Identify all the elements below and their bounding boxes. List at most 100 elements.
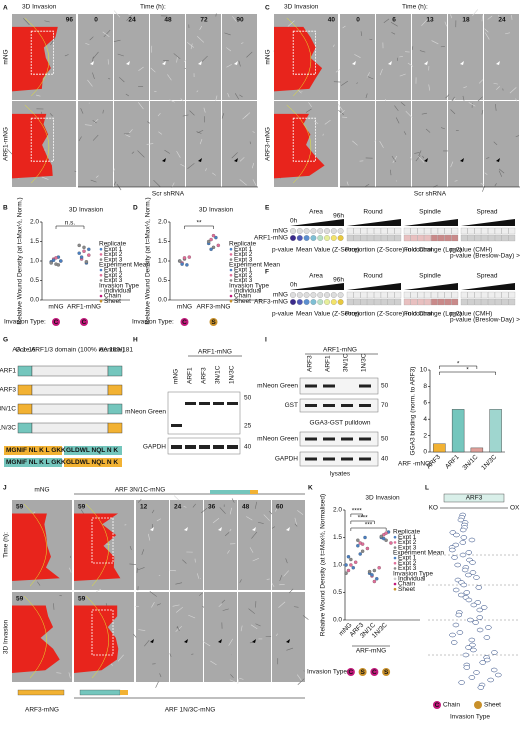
cell-texture xyxy=(199,25,203,30)
cell-texture xyxy=(41,176,49,180)
cell-texture xyxy=(415,155,421,162)
time-point: 48 xyxy=(164,17,172,24)
cell-texture xyxy=(254,501,257,509)
legend-swatch xyxy=(393,587,397,591)
domain-n xyxy=(17,384,33,396)
data-point xyxy=(375,577,379,581)
legend-swatch xyxy=(393,577,397,581)
time-point: 13 xyxy=(426,17,434,24)
cell xyxy=(476,615,484,620)
band xyxy=(305,384,317,388)
data-point xyxy=(59,259,63,263)
legend-swatch xyxy=(229,268,233,272)
cell xyxy=(463,665,471,670)
chart-title: 3D Invasion xyxy=(199,207,234,214)
heat-cell xyxy=(467,227,475,235)
heat-cell xyxy=(410,227,418,235)
chart-title: 3D Invasion xyxy=(69,207,104,214)
cell-texture xyxy=(365,184,370,187)
domain-core xyxy=(31,384,109,396)
heat-cell xyxy=(296,292,303,298)
heat-cell xyxy=(460,291,468,299)
cell-texture xyxy=(157,113,161,117)
invasion-marker xyxy=(52,318,60,326)
cell-texture xyxy=(159,673,162,678)
heat-cell xyxy=(437,291,445,299)
heat-cell xyxy=(303,292,310,298)
cell-texture xyxy=(340,110,345,115)
legend-entry: Expt 3 xyxy=(104,277,123,284)
cell xyxy=(495,672,502,678)
cell-texture xyxy=(379,141,384,148)
group-label: ARF 1N/3C-mNG xyxy=(165,707,216,714)
band-label: mNeon Green xyxy=(125,409,166,416)
wound-mask xyxy=(74,513,121,581)
heat-cell xyxy=(337,299,344,305)
cell-texture xyxy=(229,507,232,515)
legend-entry: Mean Value (Z-Score) xyxy=(296,247,359,254)
cell-texture xyxy=(392,155,398,163)
legend-swatch xyxy=(229,273,233,277)
cell-texture xyxy=(128,129,133,135)
micrograph xyxy=(186,14,221,100)
cell xyxy=(476,627,484,633)
legend-entry: Expt 1 xyxy=(234,246,253,253)
heat-cell xyxy=(437,234,445,242)
significance: * xyxy=(466,367,469,374)
y-tick-label: 0.5 xyxy=(333,589,342,596)
legend-entry: Expt 1 xyxy=(104,267,123,274)
cell xyxy=(457,517,465,523)
cell-texture xyxy=(354,54,361,58)
time-point: 6 xyxy=(392,17,396,24)
cell-texture xyxy=(484,172,488,175)
cell-texture xyxy=(255,623,261,627)
invasion-marker xyxy=(474,701,482,709)
legend-entry: Expt 2 xyxy=(398,539,417,546)
significance-bracket xyxy=(350,520,375,524)
cell xyxy=(451,555,458,560)
time-point: 48 xyxy=(242,504,250,511)
heat-cell xyxy=(360,291,368,299)
data-point xyxy=(209,237,213,242)
y-tick-label: 2.0 xyxy=(333,507,342,514)
legend-entry: Fold Change (Log2) xyxy=(404,311,462,318)
cell-texture xyxy=(147,533,151,541)
legend-swatch xyxy=(393,541,397,544)
wound-mask xyxy=(12,26,58,92)
data-point xyxy=(54,256,58,260)
band xyxy=(341,404,353,407)
cell-texture xyxy=(212,172,216,176)
cell-texture xyxy=(113,39,121,42)
band xyxy=(323,404,335,407)
micrograph xyxy=(412,14,447,100)
cell-texture xyxy=(221,113,225,119)
data-point xyxy=(363,535,367,540)
y-tick-label: 1.0 xyxy=(158,258,167,265)
cell-texture xyxy=(210,660,217,666)
legend-entry: Expt 1 xyxy=(104,246,123,253)
micrograph xyxy=(186,101,221,187)
cell-texture xyxy=(411,46,414,50)
arrowhead xyxy=(496,61,500,65)
cell-texture xyxy=(484,28,489,33)
row-label: ARF3-mNG xyxy=(265,127,272,161)
cell-texture xyxy=(450,14,452,19)
data-point xyxy=(360,542,365,546)
band xyxy=(199,402,210,405)
cell-texture xyxy=(493,141,498,146)
y-tick-label: 2 xyxy=(423,432,427,439)
time-point: 59 xyxy=(78,596,86,603)
cell-texture xyxy=(197,573,199,579)
invasion-label: Invasion Type: xyxy=(307,669,349,676)
cell-texture xyxy=(400,102,406,106)
heat-cell xyxy=(508,234,516,242)
cell xyxy=(470,647,477,653)
cell-texture xyxy=(205,168,207,172)
heat-cell xyxy=(290,299,296,305)
cell xyxy=(468,637,476,643)
heat-cell xyxy=(360,234,368,242)
cell-texture xyxy=(228,638,234,646)
heat-cell xyxy=(387,227,395,235)
cell-texture xyxy=(113,181,117,186)
cell-texture xyxy=(399,73,406,77)
